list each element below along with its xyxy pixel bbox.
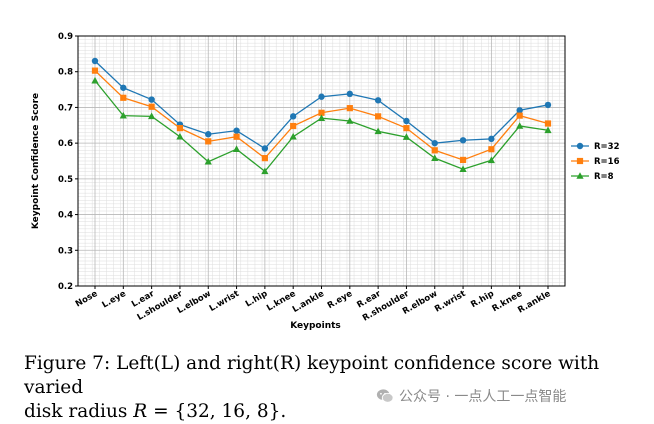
data-point-R=8: [487, 156, 495, 164]
x-tick-label: L.ankle: [291, 289, 326, 315]
data-point-R=32: [261, 145, 269, 152]
data-point-R=32: [544, 101, 552, 109]
y-tick-label: 0.5: [58, 175, 73, 185]
data-point-R=32: [374, 97, 382, 104]
data-point-R=16: [459, 156, 467, 164]
data-point-R=16: [346, 105, 353, 112]
caption-math-rest: = {32, 16, 8}: [147, 401, 281, 422]
caption-line-1: Figure 7: Left(L) and right(R) keypoint …: [24, 353, 600, 398]
data-point-R=8: [289, 132, 297, 140]
watermark-text: 公众号 · 一点人工一点智能: [399, 389, 567, 405]
data-point-R=32: [289, 113, 297, 120]
data-point-R=16: [176, 125, 184, 132]
data-point-R=16: [148, 103, 155, 110]
data-point-R=8: [459, 165, 467, 173]
y-tick-label: 0.2: [58, 282, 73, 292]
data-point-R=32: [516, 107, 523, 114]
data-point-R=8: [176, 132, 184, 140]
legend-marker: [576, 172, 584, 179]
data-point-R=8: [346, 117, 354, 124]
data-point-R=8: [431, 154, 439, 161]
data-point-R=32: [148, 96, 155, 103]
data-point-R=8: [516, 122, 524, 129]
data-point-R=8: [204, 157, 212, 165]
x-axis-label: Keypoints: [290, 321, 341, 331]
x-tick-label: L.wrist: [208, 289, 241, 314]
data-point-R=8: [544, 126, 552, 134]
data-point-R=32: [120, 84, 127, 91]
data-point-R=32: [403, 117, 410, 125]
data-point-R=16: [205, 138, 212, 145]
data-point-R=32: [346, 90, 354, 98]
data-point-R=16: [91, 67, 99, 74]
x-tick-label: L.eye: [101, 289, 128, 311]
data-point-R=16: [120, 94, 127, 101]
caption-line-2: disk radius R = {32, 16, 8}.: [24, 400, 639, 424]
data-point-R=16: [375, 113, 382, 120]
data-point-R=16: [261, 155, 268, 162]
data-point-R=8: [148, 112, 156, 120]
data-point-R=8: [374, 127, 382, 135]
legend-label: R=32: [594, 142, 620, 152]
data-point-R=8: [232, 145, 241, 153]
data-point-R=16: [290, 122, 297, 130]
watermark: 公众号 · 一点人工一点智能: [376, 386, 566, 406]
data-point-R=32: [233, 127, 240, 134]
data-point-R=32: [205, 131, 212, 138]
caption-line-2-prefix: disk radius: [24, 401, 134, 422]
x-tick-label: R.wrist: [433, 289, 467, 315]
data-point-R=32: [459, 137, 467, 144]
data-point-R=16: [431, 147, 438, 154]
data-point-R=32: [318, 93, 325, 100]
data-point-R=8: [402, 133, 411, 140]
y-tick-label: 0.7: [58, 103, 73, 113]
y-tick-label: 0.4: [58, 211, 73, 221]
data-point-R=8: [261, 167, 269, 175]
legend-label: R=8: [594, 172, 614, 182]
data-point-R=8: [91, 76, 99, 84]
data-point-R=16: [516, 112, 523, 119]
data-point-R=16: [544, 120, 552, 127]
data-point-R=32: [91, 57, 99, 65]
y-axis-label: Keypoint Confidence Score: [31, 93, 41, 229]
figure-caption: Figure 7: Left(L) and right(R) keypoint …: [24, 352, 639, 424]
y-tick-label: 0.8: [58, 68, 73, 78]
caption-math-var: R: [133, 401, 148, 422]
data-point-R=16: [233, 133, 240, 140]
x-tick-label: R.eye: [326, 289, 355, 311]
y-tick-label: 0.9: [58, 32, 73, 42]
data-point-R=16: [488, 146, 495, 153]
caption-line-2-suffix: .: [280, 401, 287, 422]
x-tick-label: Nose: [74, 289, 100, 310]
data-point-R=32: [488, 135, 495, 143]
x-tick-label: R.ankle: [516, 289, 552, 316]
legend-marker: [576, 142, 584, 150]
wechat-icon: [376, 389, 394, 403]
y-tick-label: 0.6: [58, 139, 73, 149]
data-point-R=32: [431, 139, 438, 147]
data-point-R=8: [119, 111, 127, 119]
data-point-R=8: [317, 114, 326, 121]
legend-label: R=16: [594, 157, 620, 167]
data-point-R=16: [318, 109, 325, 116]
legend-marker: [576, 157, 584, 165]
y-tick-label: 0.3: [58, 246, 73, 256]
data-point-R=16: [403, 125, 410, 132]
